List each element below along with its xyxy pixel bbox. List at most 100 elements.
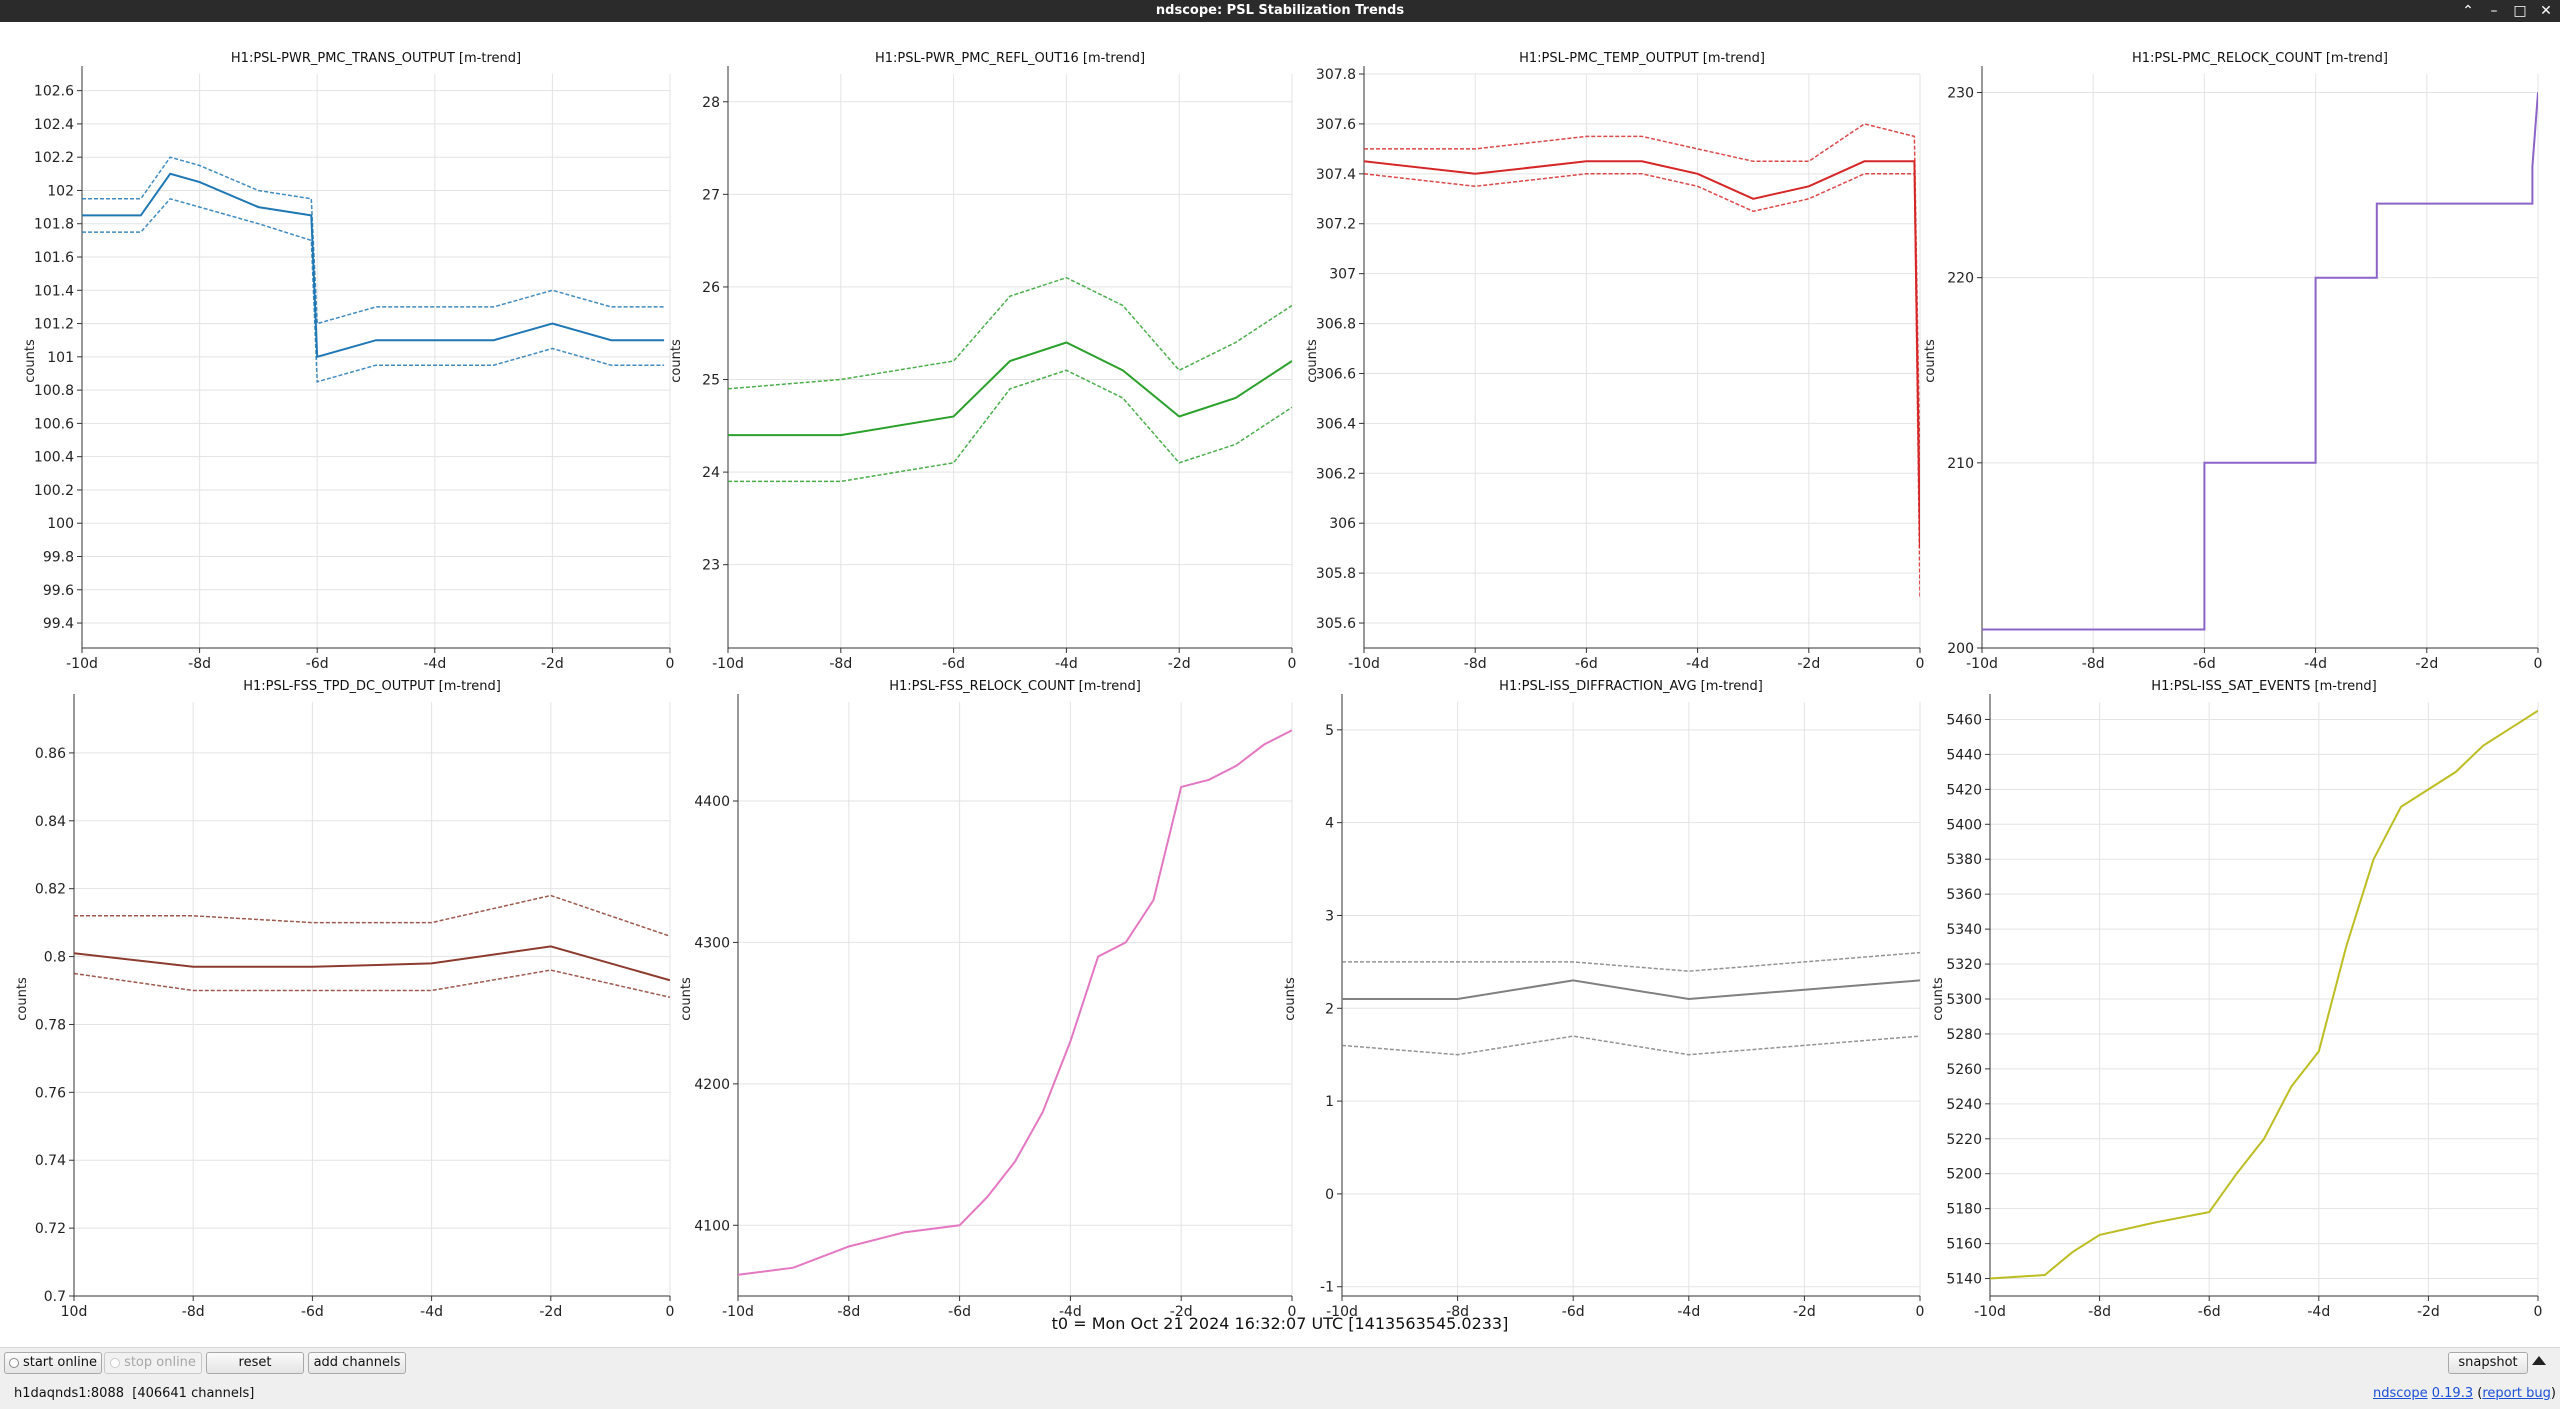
x-tick-label: -4d	[423, 656, 446, 672]
y-tick-label: 0.74	[35, 1153, 66, 1169]
maximize-icon[interactable]: □	[2513, 3, 2527, 19]
stop-online-button[interactable]: stop online	[104, 1352, 202, 1374]
y-tick-label: 0.72	[35, 1221, 66, 1237]
plot-h1-psl-iss-diffraction-avg: H1:PSL-ISS_DIFFRACTION_AVG [m-trend] -1 0 1…	[1283, 679, 1924, 1320]
series-min	[82, 197, 665, 383]
series-min	[1342, 1035, 1920, 1056]
x-tick-label: -6d	[2193, 656, 2216, 672]
y-tick-label: 2	[1325, 1001, 1334, 1017]
y-tick-label: 0.8	[44, 950, 66, 966]
series-max	[74, 894, 670, 937]
x-tick-label: -2d	[1170, 1304, 1193, 1320]
server-status: h1daqnds1:8088 [406641 channels]	[14, 1378, 254, 1409]
version-link[interactable]: 0.19.3	[2431, 1386, 2474, 1401]
start-online-button[interactable]: start online	[4, 1352, 102, 1374]
y-tick-label: 0.82	[35, 882, 66, 898]
plot-h1-psl-pmc-temp-output: H1:PSL-PMC_TEMP_OUTPUT [m-trend] 305.6 305…	[1305, 51, 1924, 672]
series-mean	[1982, 92, 2538, 631]
x-tick-label: -4d	[1059, 1304, 1082, 1320]
series-max	[728, 276, 1292, 390]
close-icon[interactable]: ✕	[2540, 3, 2552, 19]
y-tick-label: 220	[1947, 271, 1974, 287]
y-tick-label: 5160	[1946, 1237, 1982, 1253]
status-bar: h1daqnds1:8088 [406641 channels] ndscope…	[0, 1378, 2560, 1409]
series-group	[1342, 951, 1920, 1056]
series-group	[1990, 709, 2538, 1280]
channel-count: [406641 channels]	[132, 1386, 255, 1401]
radio-icon	[110, 1357, 121, 1368]
x-tick-label: -2d	[2417, 1304, 2440, 1320]
x-tick-label: -4d	[2304, 656, 2327, 672]
y-tick-label: 5340	[1946, 922, 1982, 938]
plot-canvas[interactable]: H1:PSL-PWR_PMC_TRANS_OUTPUT [m-trend] 99.…	[0, 22, 2560, 1332]
y-tick-label: 100	[47, 516, 74, 532]
y-tick-label: 1	[1325, 1094, 1334, 1110]
x-tick-label: -10d	[1326, 1304, 1358, 1320]
version-info: ndscope 0.19.3 (report bug)	[2372, 1386, 2556, 1401]
plot-title: H1:PSL-FSS_TPD_DC_OUTPUT [m-trend]	[243, 679, 501, 694]
start-online-label: start online	[22, 1355, 98, 1370]
y-tick-label: 5240	[1946, 1097, 1982, 1113]
x-tick-label: -6d	[2198, 1304, 2221, 1320]
series-group	[82, 156, 665, 383]
window-title: ndscope: PSL Stabilization Trends	[1155, 3, 1405, 18]
collapse-arrow-icon[interactable]	[2532, 1356, 2546, 1365]
y-tick-label: -1	[1320, 1280, 1334, 1296]
y-tick-label: 0.76	[35, 1085, 66, 1101]
y-tick-label: 0.84	[35, 814, 66, 830]
y-tick-label: 99.8	[43, 549, 74, 565]
add-channels-button[interactable]: add channels	[308, 1352, 406, 1374]
y-tick-label: 100.4	[34, 450, 74, 466]
y-tick-label: 5300	[1946, 992, 1982, 1008]
toolbar: start online stop online reset add chann…	[0, 1347, 2560, 1378]
y-tick-label: 5420	[1946, 782, 1982, 798]
stop-online-label: stop online	[124, 1355, 196, 1370]
y-tick-label: 5380	[1946, 852, 1982, 868]
y-tick-label: 307.8	[1316, 67, 1356, 83]
snapshot-button[interactable]: snapshot	[2448, 1352, 2528, 1374]
x-tick-label: -2d	[1797, 656, 1820, 672]
y-tick-label: 4100	[694, 1218, 730, 1234]
series-max	[82, 156, 665, 325]
y-tick-label: 99.4	[43, 616, 74, 632]
plot-h1-psl-iss-sat-events: H1:PSL-ISS_SAT_EVENTS [m-trend] 5140 5160 5…	[1931, 679, 2542, 1320]
y-tick-label: 5360	[1946, 887, 1982, 903]
x-tick-label: -4d	[1677, 1304, 1700, 1320]
y-tick-label: 100.8	[34, 383, 74, 399]
series-group	[74, 894, 670, 999]
y-tick-label: 306	[1329, 516, 1356, 532]
t0-label: t0 = Mon Oct 21 2024 16:32:07 UTC [14135…	[1052, 1314, 1509, 1332]
y-tick-label: 5440	[1946, 747, 1982, 763]
y-tick-label: 307.4	[1316, 167, 1356, 183]
series-group	[728, 276, 1292, 483]
y-tick-label: 5200	[1946, 1167, 1982, 1183]
x-tick-label: 10d	[61, 1304, 88, 1320]
x-tick-label: -6d	[1562, 1304, 1585, 1320]
series-mean	[74, 945, 670, 982]
x-tick-label: -8d	[188, 656, 211, 672]
plot-title: H1:PSL-ISS_SAT_EVENTS [m-trend]	[2151, 679, 2376, 694]
y-tick-label: 0.7	[44, 1289, 66, 1305]
y-tick-label: 99.6	[43, 583, 74, 599]
plot-title: H1:PSL-FSS_RELOCK_COUNT [m-trend]	[889, 679, 1141, 694]
x-tick-label: -8d	[837, 1304, 860, 1320]
x-tick-label: -6d	[948, 1304, 971, 1320]
y-tick-label: 100.2	[34, 483, 74, 499]
x-tick-label: -4d	[1055, 656, 1078, 672]
x-tick-label: -6d	[301, 1304, 324, 1320]
reset-button[interactable]: reset	[206, 1352, 304, 1374]
y-tick-label: 102.6	[34, 84, 74, 100]
y-tick-label: 100.6	[34, 416, 74, 432]
report-bug-link[interactable]: report bug	[2482, 1386, 2551, 1401]
y-tick-label: 307.2	[1316, 217, 1356, 233]
x-tick-label: -6d	[306, 656, 329, 672]
y-tick-label: 3	[1325, 908, 1334, 924]
x-tick-label: -2d	[2415, 656, 2438, 672]
ndscope-link[interactable]: ndscope	[2372, 1386, 2428, 1401]
series-mean	[1990, 709, 2538, 1280]
keep-above-icon[interactable]: ⌃	[2462, 3, 2474, 19]
series-mean	[1342, 979, 1920, 1001]
y-tick-label: 5180	[1946, 1202, 1982, 1218]
minimize-icon[interactable]: –	[2490, 3, 2498, 19]
y-tick-label: 0.78	[35, 1017, 66, 1033]
